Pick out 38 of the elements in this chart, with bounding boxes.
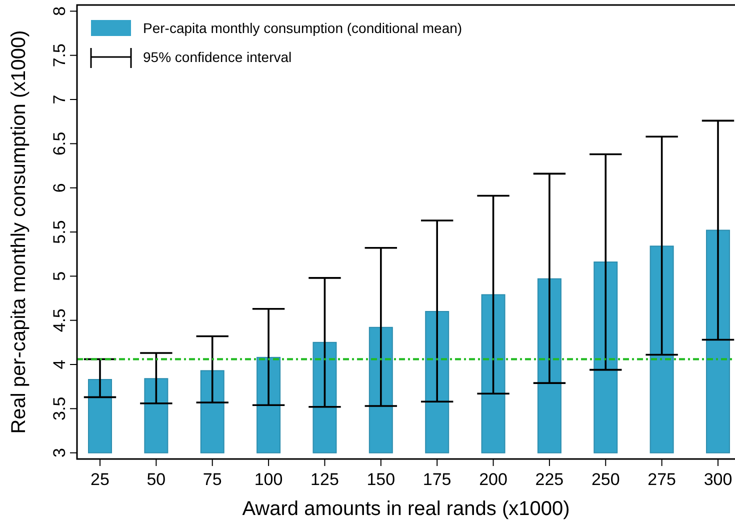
bar bbox=[256, 356, 281, 454]
bar bbox=[312, 342, 337, 454]
y-axis-title: Real per-capita monthly consumption (x1000) bbox=[8, 30, 30, 434]
x-tick-label: 250 bbox=[591, 470, 620, 489]
x-tick-label: 225 bbox=[535, 470, 564, 489]
bar bbox=[706, 230, 730, 454]
y-tick-label: 4 bbox=[50, 360, 69, 370]
x-tick-label: 300 bbox=[704, 470, 732, 489]
bar bbox=[368, 326, 393, 454]
bar bbox=[144, 378, 168, 454]
y-tick-label: 3.5 bbox=[50, 396, 69, 420]
x-tick-label: 75 bbox=[202, 470, 222, 489]
x-tick-label: 25 bbox=[90, 470, 110, 489]
x-tick-label: 150 bbox=[366, 470, 396, 489]
x-tick-label: 175 bbox=[422, 470, 452, 489]
bar bbox=[537, 278, 562, 454]
bar bbox=[481, 294, 506, 454]
y-tick-label: 3 bbox=[50, 448, 69, 458]
y-tick-label: 6.5 bbox=[50, 132, 69, 156]
annotation: 95% confidence interval bbox=[143, 49, 292, 65]
y-tick-label: 6 bbox=[50, 183, 69, 193]
legend-label: Per-capita monthly consumption (conditional mean) bbox=[143, 20, 462, 36]
y-tick-label: 5 bbox=[50, 271, 69, 281]
y-tick-label: 4.5 bbox=[50, 308, 69, 332]
x-tick-label: 100 bbox=[254, 470, 283, 489]
y-tick-label: 7.5 bbox=[50, 44, 69, 68]
y-tick-label: 5.5 bbox=[50, 220, 69, 244]
bar bbox=[200, 370, 224, 454]
x-tick-label: 200 bbox=[479, 470, 508, 489]
x-tick-label: 275 bbox=[648, 470, 676, 489]
x-axis-title: Award amounts in real rands (x1000) bbox=[242, 498, 570, 520]
x-tick-label: 50 bbox=[146, 470, 166, 489]
y-tick-label: 7 bbox=[50, 94, 69, 104]
x-tick-label: 125 bbox=[310, 470, 339, 489]
bar bbox=[594, 262, 618, 454]
bar bbox=[88, 379, 112, 454]
y-tick-label: 8 bbox=[50, 6, 69, 16]
bar bbox=[650, 246, 674, 454]
